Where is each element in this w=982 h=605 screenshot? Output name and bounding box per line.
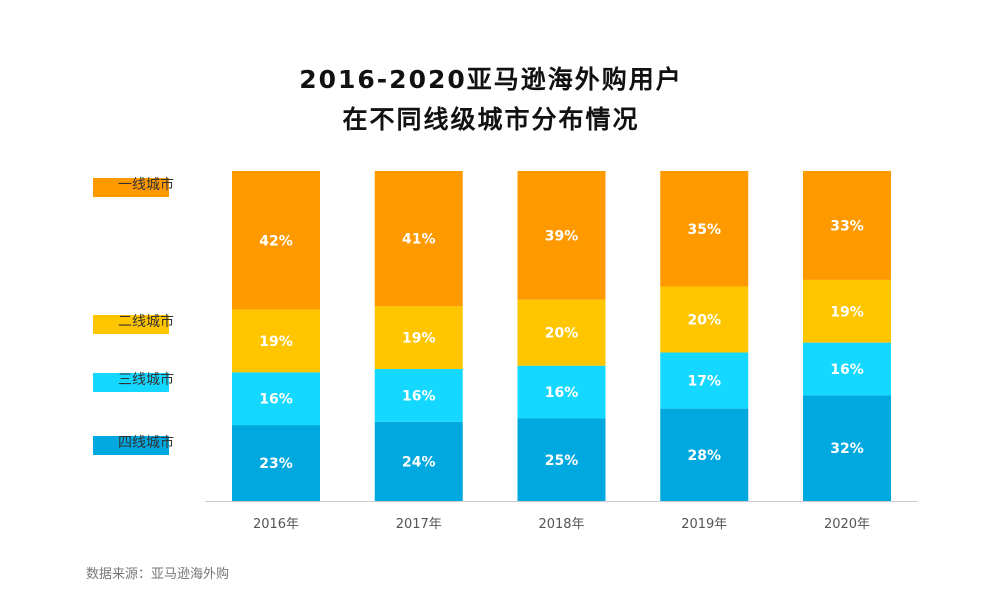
data-source: 数据来源：亚马逊海外购 xyxy=(86,567,230,582)
data-label: 20% xyxy=(545,326,579,342)
data-label: 33% xyxy=(830,218,864,234)
x-tick-label: 2016年 xyxy=(253,517,299,532)
legend-swatch xyxy=(93,436,169,455)
bar-segment xyxy=(660,286,749,353)
legend-swatch xyxy=(93,373,169,392)
x-tick-label: 2017年 xyxy=(396,517,442,532)
bar-segment xyxy=(374,306,463,369)
legend-swatch xyxy=(93,315,169,334)
legend-label: 一线城市 xyxy=(118,176,174,193)
data-label: 16% xyxy=(545,385,579,401)
data-label: 24% xyxy=(402,454,436,470)
bar-segment xyxy=(517,365,606,419)
x-tick-label: 2020年 xyxy=(824,517,870,532)
data-label: 23% xyxy=(259,456,293,472)
bar-segment xyxy=(660,352,749,409)
data-label: 41% xyxy=(402,232,436,248)
data-label: 16% xyxy=(402,388,436,404)
data-label: 20% xyxy=(687,313,721,329)
x-tick-label: 2018年 xyxy=(538,517,584,532)
bar-segment xyxy=(803,279,891,343)
data-label: 19% xyxy=(402,331,436,347)
bar-segment xyxy=(232,372,320,426)
data-label: 19% xyxy=(830,304,864,320)
bar-segment xyxy=(660,171,749,287)
chart-title-line2: 在不同线级城市分布情况 xyxy=(342,105,640,134)
legend-label: 三线城市 xyxy=(118,371,174,388)
data-label: 35% xyxy=(687,222,721,238)
bar-segment xyxy=(374,369,463,422)
legend-label: 二线城市 xyxy=(118,313,174,330)
data-label: 39% xyxy=(545,228,579,244)
bar-segment xyxy=(517,171,606,300)
bar-segment xyxy=(232,309,320,373)
bar-segment xyxy=(803,342,891,396)
data-label: 17% xyxy=(687,374,721,390)
bar-segment xyxy=(517,418,606,501)
bar-segment xyxy=(232,171,320,310)
data-label: 16% xyxy=(259,392,293,408)
legend-label: 四线城市 xyxy=(118,434,174,451)
data-label: 28% xyxy=(687,448,721,464)
data-label: 32% xyxy=(830,441,864,457)
chart-title-line1: 2016-2020亚马逊海外购用户 xyxy=(299,65,683,94)
legend-swatch xyxy=(93,178,169,197)
bar-segment xyxy=(374,171,463,307)
bar-segment xyxy=(803,395,891,501)
x-tick-label: 2019年 xyxy=(681,517,727,532)
data-label: 19% xyxy=(259,334,293,350)
bar-segment xyxy=(374,421,463,501)
bar-segment xyxy=(803,171,891,280)
data-label: 42% xyxy=(259,233,293,249)
bar-segment xyxy=(232,425,320,501)
bar-segment xyxy=(517,299,606,366)
data-label: 25% xyxy=(545,453,579,469)
data-label: 16% xyxy=(830,362,864,378)
bar-segment xyxy=(660,408,749,501)
